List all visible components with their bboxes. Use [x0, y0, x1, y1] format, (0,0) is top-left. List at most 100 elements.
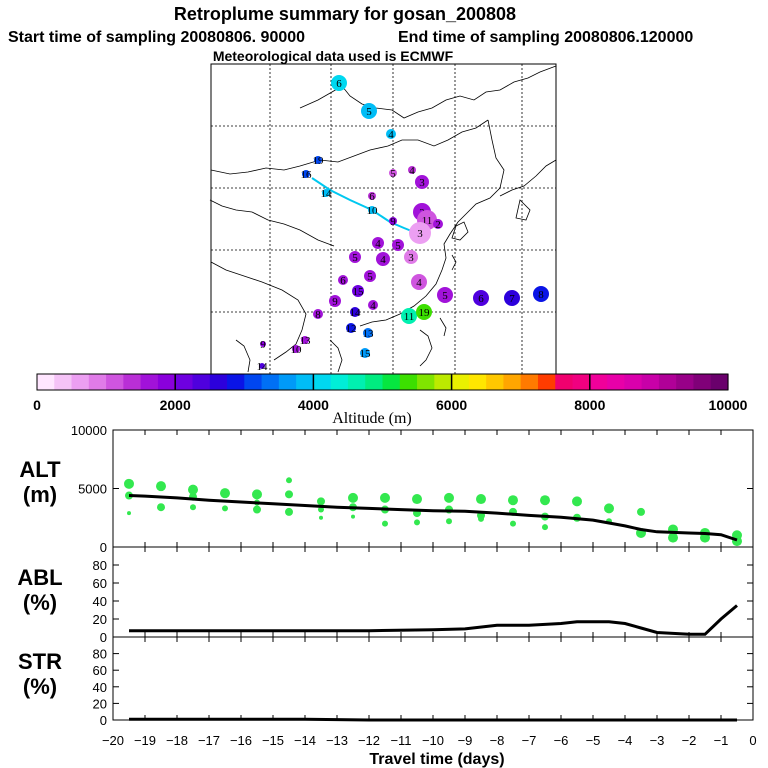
trajectory-marker-dot: [368, 206, 376, 214]
colorbar-cell: [641, 374, 660, 390]
met-data-label: Meteorological data used is ECMWF: [213, 48, 454, 64]
trajectory-marker-dot: [346, 323, 356, 333]
str-series-line: [129, 717, 737, 722]
alt-point: [220, 488, 230, 499]
colorbar-cell: [88, 374, 107, 390]
trajectory-marker: 8: [313, 309, 323, 321]
alt-point: [348, 492, 358, 503]
trajectory-marker-label: 6: [336, 78, 342, 90]
trajectory-marker: 4: [372, 237, 384, 250]
alt-panel-unit: (m): [23, 482, 57, 507]
colorbar-cell: [468, 374, 487, 390]
abl-ytick-label: 40: [93, 594, 107, 609]
colorbar-tick-label: 4000: [298, 397, 329, 413]
abl-ytick-label: 80: [93, 558, 107, 573]
alt-point: [604, 503, 614, 514]
trajectory-marker-label: 14: [321, 188, 333, 200]
abl-series-line: [129, 604, 738, 636]
trajectory-marker: 3: [409, 222, 431, 244]
trajectory-marker-dot: [260, 341, 266, 347]
trajectory-marker: 14: [350, 307, 361, 319]
str-ytick-label: 80: [93, 647, 107, 662]
trajectory-marker: 11: [401, 308, 417, 324]
alt-point: [190, 504, 196, 511]
x-tick-label: −12: [358, 733, 380, 748]
trajectory-marker: 10: [291, 344, 303, 356]
trajectory-marker-dot: [364, 270, 376, 282]
trajectory-marker-label: 11: [422, 215, 433, 227]
colorbar-tick-label: 8000: [574, 397, 605, 413]
alt-ytick-label: 0: [100, 540, 107, 555]
x-tick-label: −7: [522, 733, 537, 748]
colorbar-cell: [520, 374, 539, 390]
trajectory-marker: 10: [367, 205, 379, 217]
abl-ytick-label: 0: [100, 630, 107, 645]
colorbar-cell: [417, 374, 435, 390]
panels-frame: [112, 429, 754, 721]
colorbar-cell: [209, 374, 228, 390]
trajectory-marker-label: 5: [442, 290, 448, 302]
map-frame: [210, 63, 557, 375]
trajectory-marker-dot: [302, 170, 310, 178]
trajectory-marker: 6: [368, 191, 376, 203]
alt-point: [478, 515, 484, 522]
str-panel-unit: (%): [23, 674, 57, 699]
colorbar-tick-label: 10000: [709, 397, 748, 413]
trajectory-marker: 2: [433, 219, 443, 231]
colorbar-cell: [244, 374, 263, 390]
trajectory-marker-dot: [408, 166, 416, 174]
x-tick-label: −3: [650, 733, 665, 748]
trajectory-marker: 5: [364, 270, 376, 283]
trajectory-marker-dot: [389, 169, 397, 177]
alt-point: [317, 497, 325, 506]
trajectory-marker-label: 13: [363, 328, 375, 340]
colorbar-cell: [658, 374, 677, 390]
alt-point: [351, 514, 355, 519]
colorbar-frame: [36, 373, 729, 391]
trajectory-marker-label: 15: [353, 286, 365, 298]
trajectory-marker-label: 5: [390, 168, 396, 180]
abl-ytick-label: 60: [93, 576, 107, 591]
trajectory-marker-label: 4: [388, 129, 394, 141]
alt-point: [286, 477, 292, 484]
trajectory-marker-dot: [314, 156, 322, 164]
trajectory-marker: 9: [260, 339, 266, 351]
trajectory-marker: 8: [533, 286, 549, 302]
trajectory-marker-dot: [404, 250, 418, 264]
alt-point: [319, 515, 323, 520]
alt-point: [318, 506, 324, 513]
trajectory-marker-dot: [259, 363, 265, 369]
trajectory-marker: 5: [361, 103, 377, 119]
trajectory-marker: 5: [349, 251, 361, 264]
trajectory-marker-label: 19: [419, 307, 431, 319]
trajectory-marker: 5: [389, 168, 397, 180]
colorbar-tick-label: 6000: [436, 397, 467, 413]
colorbar-tick-label: 0: [33, 397, 41, 413]
trajectory-marker-label: 12: [346, 323, 357, 335]
figure-title: Retroplume summary for gosan_200808: [174, 4, 516, 24]
colorbar-cell: [106, 374, 124, 390]
trajectory-marker-dot: [416, 304, 432, 320]
alt-point: [253, 505, 261, 514]
alt-ytick-label: 10000: [71, 423, 107, 438]
trajectory-marker-label: 6: [478, 293, 484, 305]
trajectory-marker-dot: [389, 217, 397, 225]
x-tick-label: −4: [618, 733, 633, 748]
trajectory-marker-label: 4: [416, 277, 422, 289]
alt-point: [572, 496, 582, 507]
trajectory-marker-label: 3: [419, 177, 425, 189]
trajectory-marker-dot: [433, 219, 443, 229]
colorbar-cell: [503, 374, 522, 390]
alt-point: [156, 481, 166, 492]
x-tick-label: −2: [682, 733, 697, 748]
colorbar-cell: [710, 374, 729, 390]
colorbar-cell: [451, 374, 470, 390]
trajectory-marker-label: 6: [340, 275, 346, 287]
trajectory-marker-label: 13: [300, 335, 312, 347]
x-tick-label: −14: [294, 733, 316, 748]
trajectory-marker: 6: [331, 75, 347, 91]
trajectory-marker-label: 5: [395, 240, 401, 252]
trajectory-marker-label: 5: [367, 271, 373, 283]
trajectory-marker: 3: [404, 250, 418, 264]
